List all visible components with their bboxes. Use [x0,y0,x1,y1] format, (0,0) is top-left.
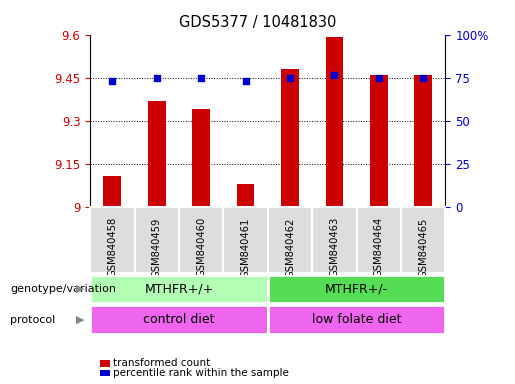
Point [330,72,338,78]
Text: ▶: ▶ [76,284,84,294]
Text: GDS5377 / 10481830: GDS5377 / 10481830 [179,15,336,30]
Bar [370,75,388,207]
Bar [148,101,166,207]
Point [419,75,427,81]
Bar [268,275,445,303]
Text: GSM840459: GSM840459 [152,217,162,278]
Bar [90,275,268,303]
Bar [268,305,445,334]
Point [197,75,205,81]
Text: GSM840458: GSM840458 [107,217,117,277]
Text: control diet: control diet [143,313,215,326]
Bar [237,184,254,207]
Text: ▶: ▶ [76,314,84,325]
Text: GSM840460: GSM840460 [196,217,206,277]
Point [152,75,161,81]
Point [242,78,250,84]
Text: MTHFR+/+: MTHFR+/+ [144,283,214,295]
Text: GSM840461: GSM840461 [241,217,251,278]
Text: transformed count: transformed count [113,359,211,369]
Bar [192,109,210,207]
Text: GSM840464: GSM840464 [374,217,384,277]
Bar [325,38,344,207]
Point [286,75,294,81]
Text: genotype/variation: genotype/variation [10,284,116,294]
Text: MTHFR+/-: MTHFR+/- [325,283,388,295]
Text: GSM840465: GSM840465 [418,217,428,278]
Text: percentile rank within the sample: percentile rank within the sample [113,368,289,378]
Bar [281,69,299,207]
Point [108,78,116,84]
Bar [104,176,121,207]
Text: GSM840463: GSM840463 [330,217,339,277]
Text: low folate diet: low folate diet [312,313,401,326]
Point [375,75,383,81]
Text: protocol: protocol [10,314,56,325]
Text: GSM840462: GSM840462 [285,217,295,278]
Bar [415,75,432,207]
Bar [90,305,268,334]
